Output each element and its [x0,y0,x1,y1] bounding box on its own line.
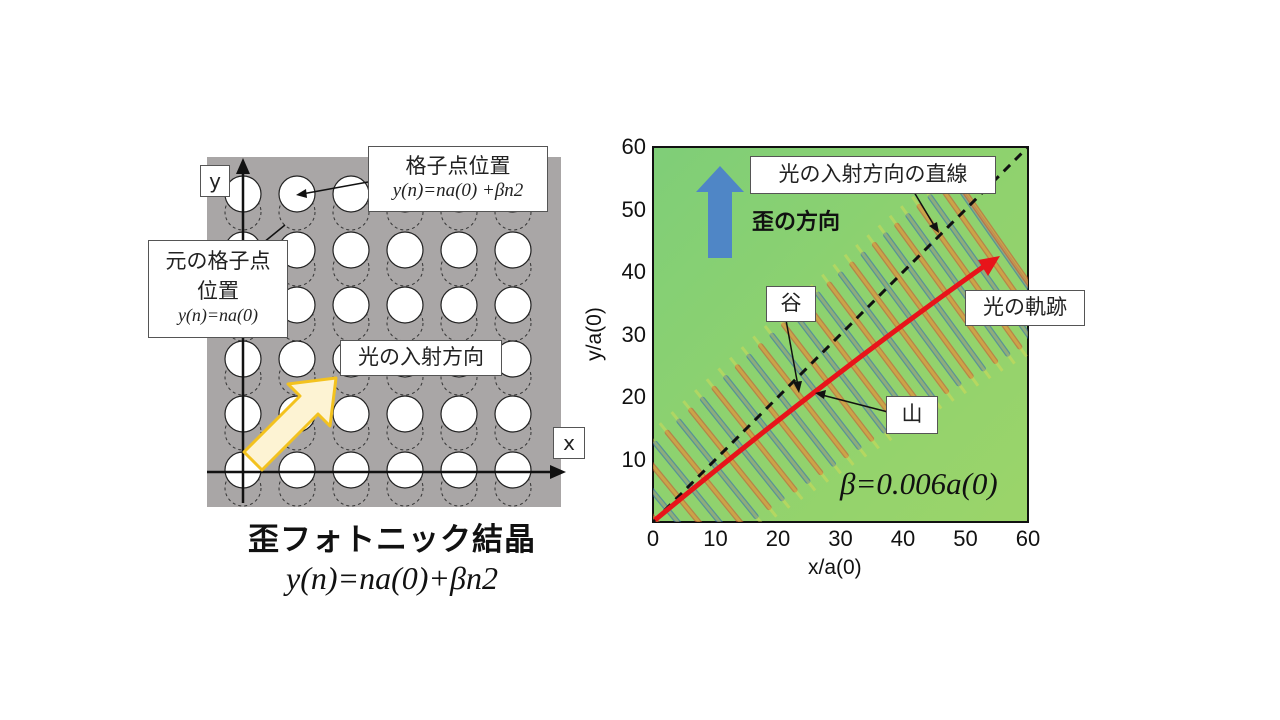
incident-direction-callout: 光の入射方向 [340,340,502,376]
y-axis-label: y/a(0) [583,307,606,361]
lattice-point-label: 格子点位置 [405,154,511,178]
x-axis-label: x/a(0) [808,556,862,579]
x-tick-label: 40 [890,526,916,551]
lattice-point [278,175,316,213]
incident-direction-arrow [242,376,338,472]
incident-line-pointer [913,191,936,228]
valley-pointer-head [793,381,802,393]
strain-direction-label: 歪の方向 [752,210,841,235]
x-tick-label: 10 [703,526,728,551]
incident-line-pointer-head [929,222,939,233]
beta-label: β=0.006a(0) [840,466,998,501]
lattice-point [494,286,532,324]
y-tick-label: 30 [621,321,646,347]
y-axis-arrowhead [236,158,250,174]
incident-line-callout: 光の入射方向の直線 [750,156,996,194]
field-stripe [951,173,1028,288]
lattice-point [494,451,532,489]
left-panel-title: 歪フォトニック結晶 [248,522,536,558]
x-tick-label: 60 [1015,526,1041,551]
field-stripe-halo [945,165,1028,285]
original-point-label-line2: 位置 [197,279,239,303]
lattice-point [440,286,478,324]
lattice-point [386,395,424,433]
x-tick-label: 30 [828,526,853,551]
y-axis-label-box: y [200,165,230,197]
y-tick-label: 50 [621,196,646,222]
lattice-point [494,395,532,433]
incident-direction-line [653,147,1028,522]
lattice-point [440,451,478,489]
strain-direction-arrow [696,166,744,258]
x-tick-label: 50 [953,526,978,551]
peak-callout: 山 [886,396,938,434]
lattice-point [332,451,370,489]
lattice-point [386,286,424,324]
y-tick-label: 20 [621,384,646,409]
original-point-formula: y(n)=na(0) [177,305,259,325]
y-tick-label: 10 [621,446,646,472]
lattice-point [278,451,316,489]
peak-pointer [821,394,889,413]
y-tick-label: 40 [621,259,646,284]
lattice-point-pointer-head [296,189,307,198]
original-point-label-line1: 元の格子点 [165,249,271,273]
lattice-point [440,395,478,433]
lattice-point-callout: 格子点位置 y(n)=na(0) +βn2 [368,146,548,212]
x-axis-arrowhead [550,465,566,479]
lattice-point-formula-text: y(n)=na(0) +βn2 [392,180,524,201]
y-tick-label: 60 [621,134,646,159]
lattice-point [386,231,424,269]
x-tick-label: 20 [765,526,791,551]
x-tick-label: 0 [646,526,660,551]
light-trajectory-arrowhead [978,256,1000,276]
original-point-callout: 元の格子点 位置 y(n)=na(0) [148,240,288,338]
lattice-point-formula: y(n)=na(0) +βn2 [369,180,547,202]
lattice-point-pointer [301,181,369,195]
lattice-point [278,340,316,378]
left-panel-formula: y(n)=na(0)+βn2 [286,560,498,596]
peak-pointer-head [815,390,826,399]
light-trajectory [653,259,992,522]
lattice-point [332,231,370,269]
valley-pointer [785,319,799,387]
valley-callout: 谷 [766,286,816,322]
x-axis-label-box: x [553,427,585,459]
lattice-point [440,231,478,269]
trajectory-callout: 光の軌跡 [965,290,1085,326]
lattice-point [494,231,532,269]
lattice-point [332,286,370,324]
lattice-point [386,451,424,489]
